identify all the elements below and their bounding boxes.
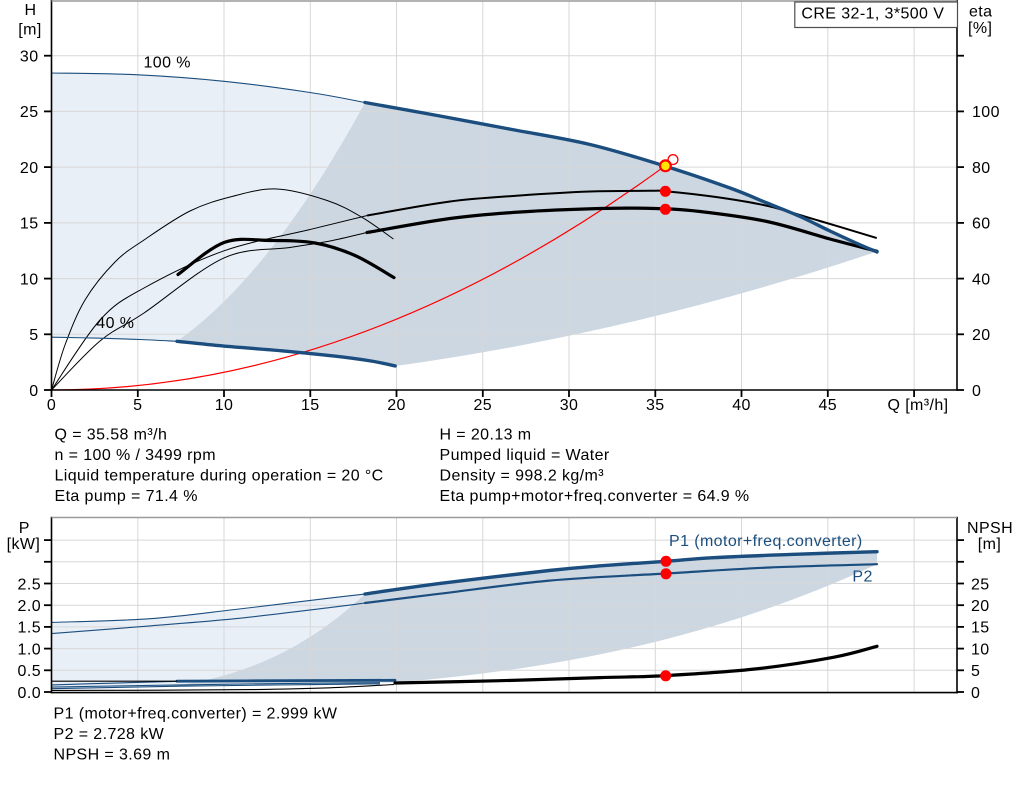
svg-text:25: 25 [473,397,492,414]
svg-text:1.5: 1.5 [18,620,41,637]
svg-text:15: 15 [301,397,320,414]
svg-text:[m]: [m] [978,536,1001,553]
svg-text:[m]: [m] [18,22,41,39]
svg-text:20: 20 [387,397,406,414]
svg-text:15: 15 [20,216,39,233]
svg-text:100 %: 100 % [144,54,191,71]
svg-text:0.0: 0.0 [18,685,41,702]
svg-text:40: 40 [972,271,991,288]
svg-text:H = 20.13 m: H = 20.13 m [440,427,532,444]
svg-text:[kW]: [kW] [7,536,41,553]
svg-text:Eta pump+motor+freq.converter: Eta pump+motor+freq.converter = 64.9 % [440,488,750,505]
svg-text:P: P [19,520,30,537]
svg-text:P1 (motor+freq.converter) = 2.: P1 (motor+freq.converter) = 2.999 kW [54,706,338,723]
svg-text:100: 100 [972,104,1000,121]
svg-text:60: 60 [972,216,991,233]
svg-text:30: 30 [560,397,579,414]
svg-text:2.5: 2.5 [18,576,41,593]
svg-text:0.5: 0.5 [18,663,41,680]
svg-text:10: 10 [971,641,990,658]
svg-text:Pumped liquid = Water: Pumped liquid = Water [440,447,610,464]
svg-text:Eta pump = 71.4 %: Eta pump = 71.4 % [55,488,198,505]
svg-text:5: 5 [29,327,38,344]
svg-text:25: 25 [971,576,990,593]
svg-text:20: 20 [972,327,991,344]
svg-text:n = 100 % / 3499 rpm: n = 100 % / 3499 rpm [55,447,216,464]
svg-text:30: 30 [20,49,39,66]
svg-text:5: 5 [133,397,142,414]
svg-text:25: 25 [20,104,39,121]
svg-text:20: 20 [971,598,990,615]
svg-text:Q [m³/h]: Q [m³/h] [888,397,949,414]
svg-text:10: 10 [215,397,234,414]
svg-text:0: 0 [972,383,981,400]
svg-text:eta: eta [969,4,992,21]
svg-text:40 %: 40 % [96,315,134,332]
svg-text:Liquid temperature during oper: Liquid temperature during operation = 20… [55,468,384,485]
svg-text:35: 35 [646,397,665,414]
svg-text:80: 80 [972,160,991,177]
svg-text:10: 10 [20,271,39,288]
svg-text:NPSH: NPSH [967,520,1013,537]
svg-text:15: 15 [971,620,990,637]
svg-text:0: 0 [29,383,38,400]
svg-text:H: H [25,2,37,19]
svg-text:0: 0 [971,685,980,702]
svg-text:2.0: 2.0 [18,598,41,615]
svg-text:40: 40 [732,397,751,414]
svg-text:[%]: [%] [968,20,992,37]
svg-text:Q = 35.58 m³/h: Q = 35.58 m³/h [55,427,168,444]
svg-text:45: 45 [818,397,837,414]
svg-text:0: 0 [47,397,56,414]
svg-text:1.0: 1.0 [18,641,41,658]
svg-text:P1 (motor+freq.converter): P1 (motor+freq.converter) [669,533,863,550]
svg-text:NPSH = 3.69 m: NPSH = 3.69 m [54,747,171,764]
svg-text:20: 20 [20,160,39,177]
svg-text:P2 = 2.728 kW: P2 = 2.728 kW [54,726,165,743]
svg-text:5: 5 [971,663,980,680]
svg-text:CRE 32-1, 3*500 V: CRE 32-1, 3*500 V [801,6,944,23]
svg-text:P2: P2 [852,569,872,586]
svg-text:Density = 998.2 kg/m³: Density = 998.2 kg/m³ [440,468,605,485]
